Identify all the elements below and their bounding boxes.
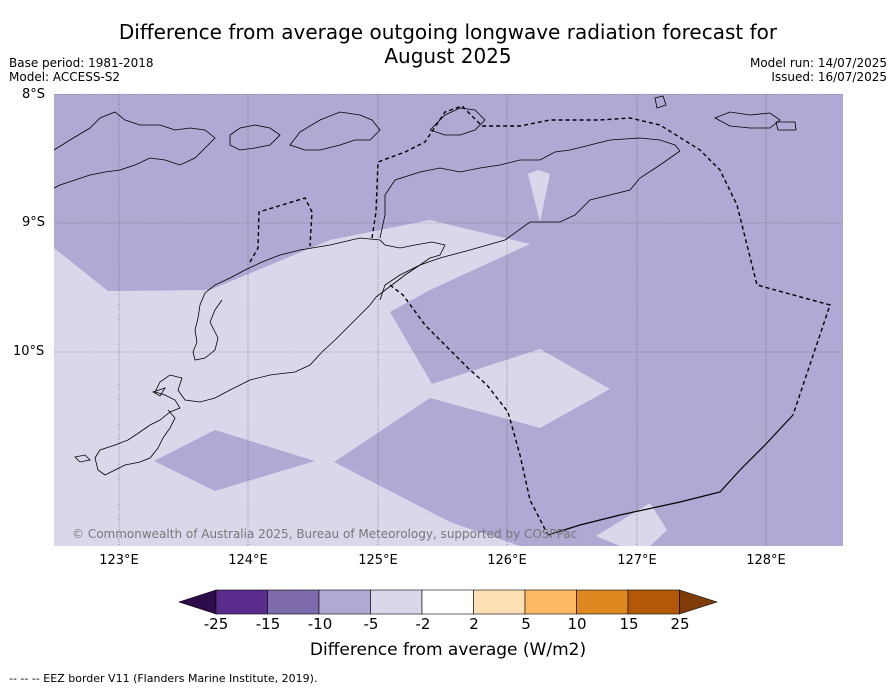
map-area (54, 94, 843, 546)
lon-label-128e: 128°E (746, 553, 786, 568)
anomaly-light-patch-north (528, 170, 550, 222)
lat-label-10s: 10°S (13, 344, 45, 359)
graticule (54, 94, 843, 546)
colorbar (178, 589, 718, 615)
colorbar-bin (627, 589, 680, 615)
colorbar-extend-high (679, 589, 718, 615)
model-name: Model: ACCESS-S2 (9, 70, 121, 84)
eez-border (249, 105, 831, 536)
colorbar-title: Difference from average (W/m2) (309, 640, 587, 660)
colorbar-bin (318, 589, 371, 615)
lon-label-123e: 123°E (99, 553, 139, 568)
title-line-2: August 2025 (384, 44, 512, 68)
issued-date: Issued: 16/07/2025 (771, 70, 887, 84)
lon-label-125e: 125°E (358, 553, 398, 568)
colorbar-tick: -10 (307, 615, 333, 633)
colorbar-tick: 25 (670, 615, 690, 633)
meta-right: Model run: 14/07/2025 Issued: 16/07/2025 (750, 56, 887, 84)
model-run: Model run: 14/07/2025 (749, 56, 887, 70)
lat-label-8s: 8°S (22, 87, 46, 102)
meta-left: Base period: 1981-2018 Model: ACCESS-S2 (9, 56, 154, 84)
colorbar-bin (267, 589, 320, 615)
lat-label-9s: 9°S (22, 215, 46, 230)
timor-north-coast (192, 237, 446, 361)
alor-coastline (289, 111, 381, 151)
colorbar-tick: 10 (567, 615, 587, 633)
eez-border-solid (547, 414, 794, 536)
colorbar-tick: -2 (415, 615, 431, 633)
colorbar-tick: 2 (469, 615, 479, 633)
colorbar-tick: -5 (363, 615, 379, 633)
pantar-coastline (229, 124, 281, 151)
rote-coastline (74, 454, 91, 463)
base-period: Base period: 1981-2018 (9, 56, 154, 70)
leti-coastline (714, 111, 781, 129)
colorbar-bin (473, 589, 526, 615)
eez-footnote: -- -- -- EEZ border V11 (Flanders Marine… (9, 672, 318, 685)
colorbar-bin (370, 589, 423, 615)
colorbar-tick: -15 (255, 615, 281, 633)
colorbar-bin (421, 589, 474, 615)
colorbar-tick: 5 (521, 615, 531, 633)
anomaly-mid-lobe (154, 430, 315, 491)
lon-label-127e: 127°E (617, 553, 657, 568)
wetar-coastline (429, 107, 486, 136)
copyright-notice: © Commonwealth of Australia 2025, Bureau… (72, 527, 578, 541)
colorbar-tick: 15 (619, 615, 639, 633)
coastlines (54, 95, 797, 476)
timor-coastline (94, 150, 681, 476)
lon-label-126e: 126°E (487, 553, 527, 568)
anomaly-light-patch-south (596, 503, 667, 546)
colorbar-bin (524, 589, 577, 615)
colorbar-tick: -25 (203, 615, 229, 633)
colorbar-bin (576, 589, 629, 615)
title-line-1: Difference from average outgoing longwav… (118, 20, 778, 44)
moa-coastline (775, 121, 797, 131)
kisar-coastline (654, 95, 667, 109)
lon-label-124e: 124°E (228, 553, 268, 568)
colorbar-bin (215, 589, 268, 615)
semau-coastline (152, 387, 166, 397)
timor-east-coast (379, 137, 681, 239)
flores-east-coastline (54, 111, 216, 189)
chart-title: Difference from average outgoing longwav… (0, 20, 896, 68)
colorbar-extend-low (178, 589, 217, 615)
